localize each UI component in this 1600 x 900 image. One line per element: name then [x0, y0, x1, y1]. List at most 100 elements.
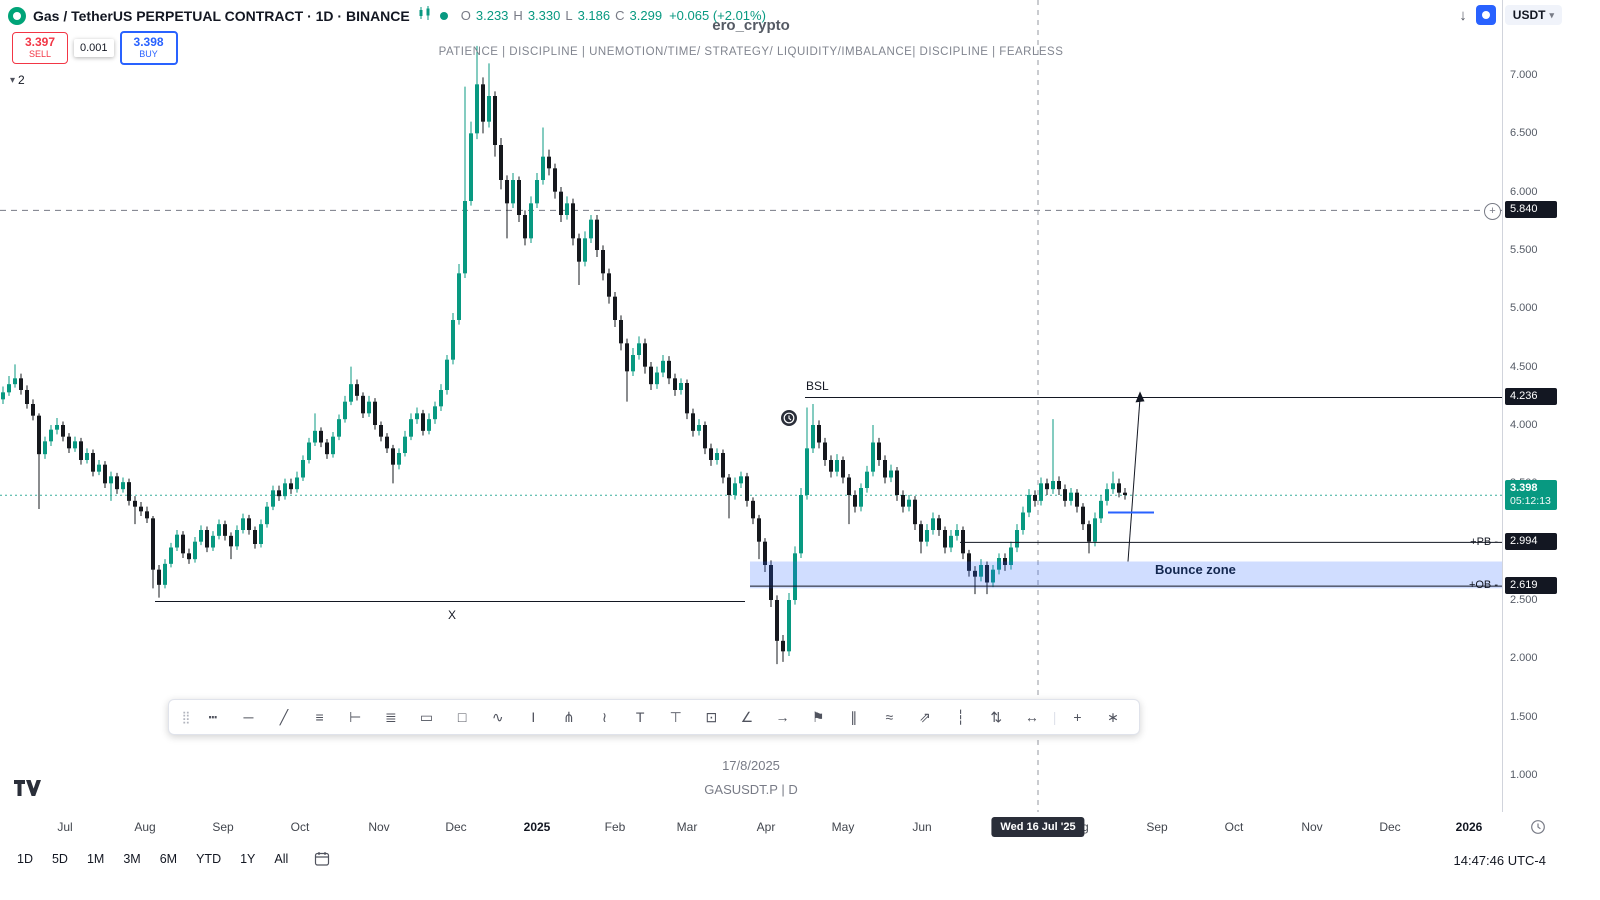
- chart-type-candles-icon[interactable]: [417, 5, 433, 26]
- time-tick: May: [831, 820, 855, 834]
- anchor-tool[interactable]: ⊤: [669, 709, 682, 725]
- range-button-1m[interactable]: 1M: [86, 852, 105, 866]
- price-tick: 4.500: [1510, 360, 1538, 373]
- download-icon[interactable]: ↓: [1459, 6, 1467, 24]
- curve-tool[interactable]: ∿: [491, 709, 504, 725]
- close-label: C: [615, 8, 625, 23]
- parallel-lines-tool[interactable]: ≡: [315, 709, 324, 725]
- objects-tree-toggle[interactable]: ▾ 2: [10, 73, 25, 87]
- low-value: 3.186: [577, 8, 611, 23]
- change-value: +0.065 (+2.01%): [669, 8, 766, 23]
- x-line-label: X: [448, 608, 457, 622]
- range-button-1d[interactable]: 1D: [17, 852, 33, 866]
- goto-date-icon[interactable]: [314, 851, 330, 867]
- time-axis[interactable]: Wed 16 Jul '25 Jul Aug Sep Oct Nov Dec 2025 Feb…: [0, 812, 1600, 844]
- drag-handle[interactable]: ⣿: [181, 710, 191, 724]
- alarm-clock-icon[interactable]: [779, 408, 799, 433]
- arrow-tool[interactable]: →: [775, 709, 790, 725]
- magic-tool[interactable]: ∗: [1107, 709, 1119, 725]
- crosshair-tool[interactable]: +: [1073, 709, 1082, 725]
- bottom-toolbar: 1D 5D 1M 3M 6M YTD 1Y All 14:47:46 UTC-4: [0, 843, 1600, 900]
- price-axis[interactable]: 7.0006.5006.0005.5005.0004.5004.0003.500…: [1502, 0, 1600, 843]
- horizontal-ray-tool[interactable]: ⊢: [349, 709, 362, 725]
- callout-tool[interactable]: ⊡: [705, 709, 718, 725]
- watermark-username: ero_crypto: [712, 17, 790, 34]
- range-button-1y[interactable]: 1Y: [240, 852, 256, 866]
- date-range-tool[interactable]: ↔: [1024, 709, 1039, 725]
- price-tick: 5.000: [1510, 302, 1538, 315]
- chart-canvas[interactable]: ero_crypto PATIENCE | DISCIPLINE | UNEMO…: [0, 0, 1502, 812]
- trend-line-tool[interactable]: ╱: [279, 709, 289, 725]
- range-button-6m[interactable]: 6M: [159, 852, 178, 866]
- fib-retracement-tool[interactable]: ≣: [384, 709, 397, 725]
- time-tick: Oct: [290, 820, 310, 834]
- range-button-all[interactable]: All: [274, 852, 289, 866]
- buy-label: BUY: [139, 49, 158, 59]
- connection-status-icon: [439, 11, 448, 20]
- price-tick: 2.500: [1510, 594, 1538, 606]
- time-tick: Mar: [676, 820, 698, 834]
- session-clock[interactable]: 14:47:46 UTC-4: [1453, 853, 1547, 868]
- bsl-level-price: 4.236: [1505, 388, 1557, 406]
- close-value: 3.299: [629, 8, 663, 23]
- trade-widget: 3.397 SELL 0.001 3.398 BUY: [12, 31, 178, 65]
- open-label: O: [460, 8, 471, 23]
- drawing-level-price: 5.840: [1505, 201, 1557, 219]
- sell-button[interactable]: 3.397 SELL: [12, 32, 68, 64]
- time-tick: Jul: [57, 820, 73, 834]
- measure-tool[interactable]: ┅: [208, 709, 218, 725]
- open-value: 3.233: [475, 8, 509, 23]
- time-tick: Sep: [212, 820, 234, 834]
- time-tick: Nov: [368, 820, 390, 834]
- watermark-mantra: PATIENCE | DISCIPLINE | UNEMOTION/TIME/ …: [438, 46, 1064, 58]
- time-tick: Oct: [1224, 820, 1244, 834]
- high-value: 3.330: [527, 8, 561, 23]
- range-button-3m[interactable]: 3M: [123, 852, 141, 866]
- price-tick: 4.000: [1510, 419, 1538, 431]
- text-cursor-tool[interactable]: I: [531, 709, 536, 725]
- camera-icon[interactable]: [1475, 5, 1496, 25]
- sell-label: SELL: [28, 49, 52, 59]
- channel-tool[interactable]: ∥: [850, 709, 858, 725]
- pitchfork-tool[interactable]: ⋔: [563, 709, 575, 725]
- time-tick: Feb: [604, 820, 626, 834]
- text-tool[interactable]: T: [635, 709, 645, 725]
- range-button-5d[interactable]: 5D: [51, 852, 68, 866]
- long-position-tool[interactable]: ⇅: [990, 709, 1003, 725]
- add-alert-icon[interactable]: +: [1484, 203, 1501, 220]
- symbol-header: Gas / TetherUS PERPETUAL CONTRACT · 1D ·…: [8, 5, 766, 26]
- time-tick: Sep: [1146, 820, 1168, 834]
- low-label: L: [565, 8, 573, 23]
- currency-select[interactable]: USDT ▾: [1504, 5, 1562, 25]
- price-tick: 1.500: [1510, 710, 1538, 723]
- range-button-ytd[interactable]: YTD: [196, 852, 222, 866]
- flag-tool[interactable]: ⚑: [811, 709, 825, 725]
- objects-count: 2: [18, 73, 25, 87]
- buy-button[interactable]: 3.398 BUY: [119, 31, 178, 65]
- top-right-controls: ↓ USDT ▾: [1459, 5, 1562, 25]
- sell-price: 3.397: [24, 35, 56, 49]
- brush-tool[interactable]: ≀: [601, 709, 608, 725]
- high-label: H: [513, 8, 523, 23]
- time-tick: 2026: [1455, 820, 1483, 834]
- buy-price: 3.398: [133, 35, 164, 49]
- horizontal-line-tool[interactable]: ─: [243, 709, 254, 725]
- last-price: 3.398 05:12:13: [1505, 480, 1557, 511]
- price-tick: 7.000: [1510, 69, 1538, 81]
- polyline-tool[interactable]: ∠: [740, 709, 754, 725]
- forecast-tool[interactable]: ⇗: [919, 709, 931, 725]
- rectangle-tool[interactable]: □: [457, 709, 467, 725]
- time-tick: 2025: [523, 820, 551, 834]
- timezone-clock-icon[interactable]: [1530, 819, 1546, 840]
- price-note-tool[interactable]: ▭: [419, 709, 434, 725]
- bounce-zone-label: Bounce zone: [1155, 562, 1236, 577]
- time-tick: Dec: [1379, 820, 1401, 834]
- pb-level-price: 2.994: [1505, 533, 1557, 551]
- bars-pattern-tool[interactable]: ┆: [956, 709, 965, 725]
- symbol-title[interactable]: Gas / TetherUS PERPETUAL CONTRACT · 1D ·…: [33, 7, 410, 24]
- tradingview-logo-icon[interactable]: [14, 780, 42, 802]
- toolbar-divider: |: [1052, 709, 1057, 725]
- drawing-toolbar: ⣿ ┅ ─ ╱ ≡ ⊢ ≣ ▭ □ ∿ I ⋔ ≀ T ⊤ ⊡ ∠ → ⚑ ∥ ≈ ⇗ ┆ ⇅ ↔ | + ∗: [168, 699, 1140, 735]
- wave-tool[interactable]: ≈: [885, 709, 894, 725]
